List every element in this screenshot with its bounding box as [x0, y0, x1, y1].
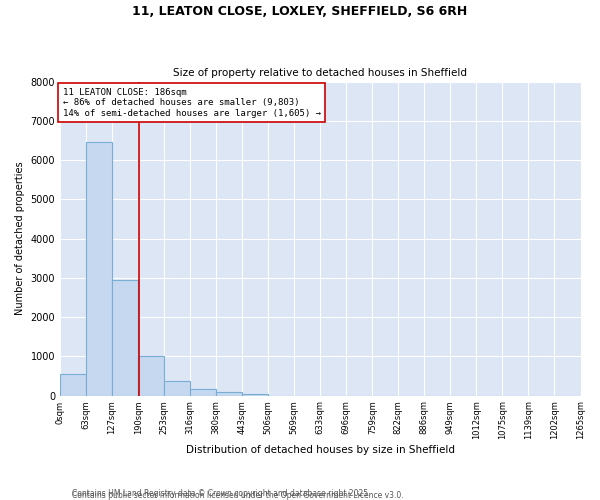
Text: 11, LEATON CLOSE, LOXLEY, SHEFFIELD, S6 6RH: 11, LEATON CLOSE, LOXLEY, SHEFFIELD, S6 …	[133, 5, 467, 18]
Bar	[164, 381, 190, 396]
Bar	[242, 394, 268, 396]
Bar	[60, 374, 86, 396]
Bar	[216, 392, 242, 396]
Bar	[138, 356, 164, 396]
Bar	[86, 142, 112, 396]
X-axis label: Distribution of detached houses by size in Sheffield: Distribution of detached houses by size …	[186, 445, 455, 455]
Bar	[112, 280, 138, 396]
Y-axis label: Number of detached properties: Number of detached properties	[15, 162, 25, 316]
Text: Contains HM Land Registry data © Crown copyright and database right 2025.: Contains HM Land Registry data © Crown c…	[72, 488, 371, 498]
Text: 11 LEATON CLOSE: 186sqm
← 86% of detached houses are smaller (9,803)
14% of semi: 11 LEATON CLOSE: 186sqm ← 86% of detache…	[62, 88, 320, 118]
Title: Size of property relative to detached houses in Sheffield: Size of property relative to detached ho…	[173, 68, 467, 78]
Bar	[190, 390, 216, 396]
Text: Contains public sector information licensed under the Open Government Licence v3: Contains public sector information licen…	[72, 491, 404, 500]
